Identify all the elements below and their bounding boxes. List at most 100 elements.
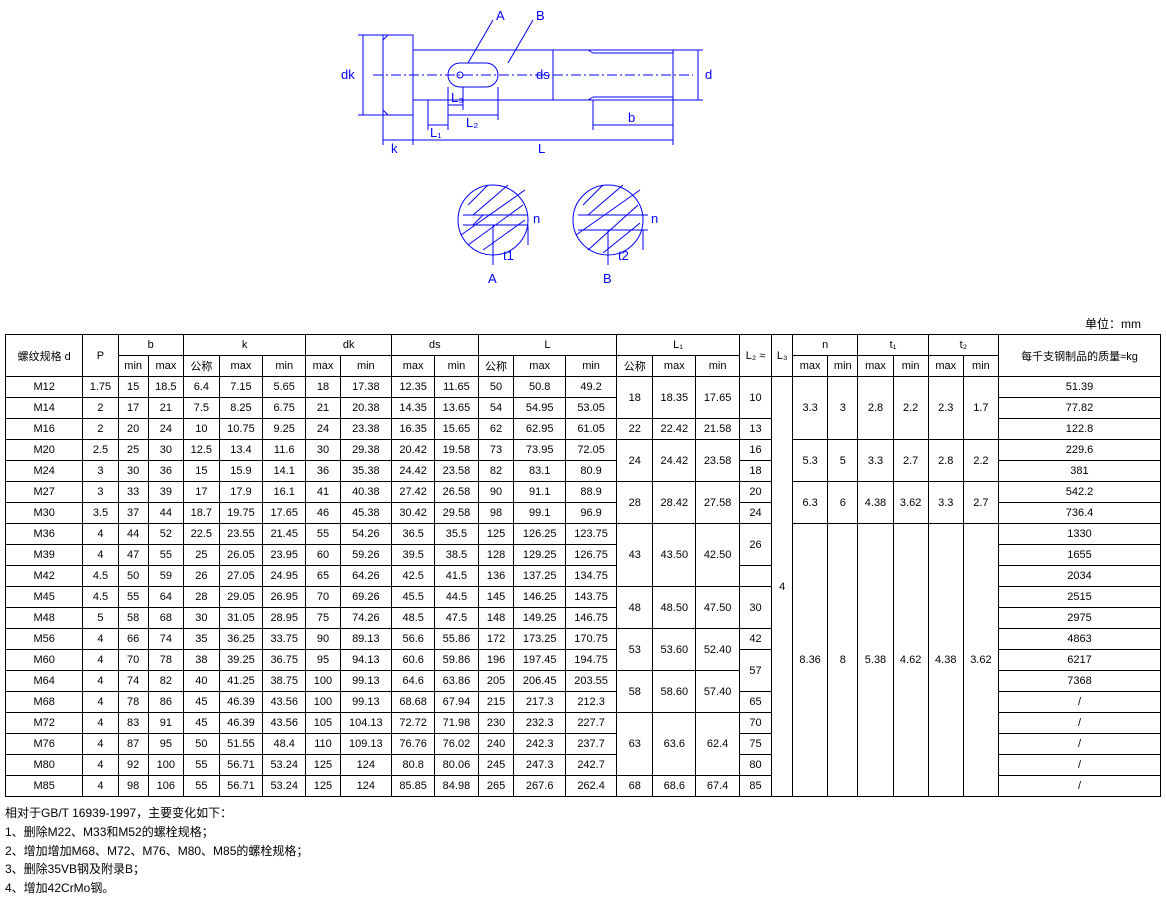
svg-text:L₃: L₃ (451, 90, 464, 105)
table-cell: 4.5 (83, 566, 118, 587)
table-cell: 2 (83, 419, 118, 440)
table-cell: 26.95 (263, 587, 306, 608)
table-cell: 48.5 (392, 608, 435, 629)
table-cell: 50 (478, 377, 514, 398)
table-cell: 35.38 (340, 461, 391, 482)
table-cell: 76.76 (392, 734, 435, 755)
col-header: 每千支钢制品的质量≈kg (998, 335, 1160, 377)
table-cell: 89.13 (340, 629, 391, 650)
col-header: t₂ (928, 335, 998, 356)
table-cell: 134.75 (565, 566, 616, 587)
table-cell: 145 (478, 587, 514, 608)
note-item: 3、删除35VB钢及附录B； (5, 861, 1161, 878)
table-cell: 206.45 (514, 671, 565, 692)
table-cell: 90 (306, 629, 340, 650)
table-cell: 122.8 (998, 419, 1160, 440)
table-cell: 74.26 (340, 608, 391, 629)
table-cell: 196 (478, 650, 514, 671)
table-cell: 28.42 (653, 482, 696, 524)
table-cell: 47.50 (696, 587, 739, 629)
table-cell: 51.55 (219, 734, 262, 755)
table-cell: 217.3 (514, 692, 565, 713)
table-cell: 3 (83, 461, 118, 482)
table-cell: 3.3 (793, 377, 828, 440)
table-cell: 4 (83, 713, 118, 734)
table-cell: 24 (306, 419, 340, 440)
table-cell: 41.5 (435, 566, 478, 587)
table-cell: 205 (478, 671, 514, 692)
table-cell: 230 (478, 713, 514, 734)
table-cell: 7.5 (183, 398, 219, 419)
table-cell: / (998, 734, 1160, 755)
table-cell: 148 (478, 608, 514, 629)
table-cell: 2 (83, 398, 118, 419)
table-cell: 44.5 (435, 587, 478, 608)
table-cell: 26.58 (435, 482, 478, 503)
svg-text:n: n (533, 211, 540, 226)
table-cell: M85 (6, 776, 83, 797)
col-subheader: 公称 (183, 356, 219, 377)
table-cell: 18 (617, 377, 653, 419)
table-cell: / (998, 755, 1160, 776)
table-cell: 75 (739, 734, 772, 755)
table-cell: 71.98 (435, 713, 478, 734)
col-subheader: min (340, 356, 391, 377)
table-cell: 20.38 (340, 398, 391, 419)
table-cell: 60 (306, 545, 340, 566)
table-cell: 2.5 (83, 440, 118, 461)
col-subheader: 公称 (478, 356, 514, 377)
table-cell: 41 (306, 482, 340, 503)
change-notes: 相对于GB/T 16939-1997，主要变化如下： 1、删除M22、M33和M… (5, 805, 1161, 897)
table-cell: 2515 (998, 587, 1160, 608)
table-cell: 3.62 (893, 482, 928, 524)
table-cell: 44 (148, 503, 183, 524)
table-cell: 13.65 (435, 398, 478, 419)
col-subheader: min (263, 356, 306, 377)
table-cell: 38 (183, 650, 219, 671)
table-cell: 68 (148, 608, 183, 629)
table-cell: 90 (478, 482, 514, 503)
table-cell: 100 (148, 755, 183, 776)
col-subheader: min (565, 356, 616, 377)
table-cell: 55 (183, 755, 219, 776)
table-cell: 72.05 (565, 440, 616, 461)
note-item: 1、删除M22、M33和M52的螺栓规格； (5, 824, 1161, 841)
table-cell: M76 (6, 734, 83, 755)
table-cell: 23.95 (263, 545, 306, 566)
table-cell: 100 (306, 671, 340, 692)
table-cell: 4.38 (928, 524, 963, 797)
table-cell: 55.86 (435, 629, 478, 650)
table-cell: 45 (183, 713, 219, 734)
table-cell: 62 (478, 419, 514, 440)
table-cell: 14.1 (263, 461, 306, 482)
table-cell: 17.65 (696, 377, 739, 419)
table-cell: 73.95 (514, 440, 565, 461)
table-cell: 22.42 (653, 419, 696, 440)
table-cell: 197.45 (514, 650, 565, 671)
table-cell: 35 (183, 629, 219, 650)
table-cell: 4.38 (858, 482, 893, 524)
table-cell: 232.3 (514, 713, 565, 734)
table-cell: 17 (183, 482, 219, 503)
table-cell: M27 (6, 482, 83, 503)
table-cell: 30 (306, 440, 340, 461)
table-cell: 52 (148, 524, 183, 545)
table-cell: 55 (148, 545, 183, 566)
table-cell: 30.42 (392, 503, 435, 524)
table-cell: 23.55 (219, 524, 262, 545)
table-cell: 170.75 (565, 629, 616, 650)
table-cell: M39 (6, 545, 83, 566)
svg-text:b: b (628, 110, 635, 125)
table-cell: 56.6 (392, 629, 435, 650)
table-cell: 53.05 (565, 398, 616, 419)
table-cell: 1655 (998, 545, 1160, 566)
table-cell: 245 (478, 755, 514, 776)
col-subheader: min (696, 356, 739, 377)
table-cell: 5 (828, 440, 858, 482)
table-cell: 22.5 (183, 524, 219, 545)
table-cell: 55 (118, 587, 148, 608)
col-header: b (118, 335, 183, 356)
table-cell: 42.50 (696, 524, 739, 587)
table-cell: 3 (828, 377, 858, 440)
table-cell: 19.75 (219, 503, 262, 524)
